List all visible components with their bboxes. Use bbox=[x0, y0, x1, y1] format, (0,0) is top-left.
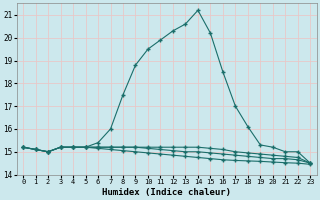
X-axis label: Humidex (Indice chaleur): Humidex (Indice chaleur) bbox=[102, 188, 231, 197]
